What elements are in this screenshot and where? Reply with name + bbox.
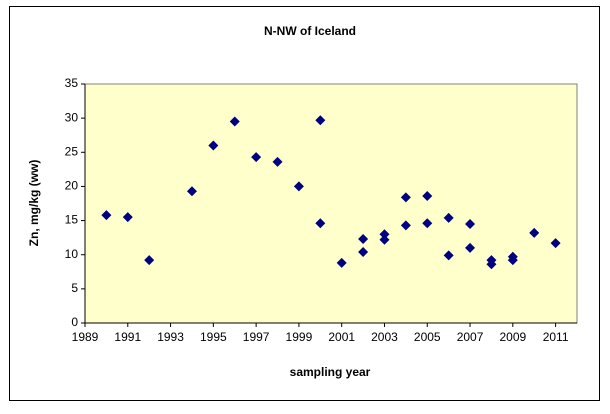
data-point	[293, 181, 304, 192]
data-point	[529, 227, 540, 238]
x-tick-label: 2005	[414, 330, 441, 344]
data-point	[507, 255, 518, 266]
y-tick-label: 0	[71, 315, 78, 329]
x-tick-label: 1997	[243, 330, 270, 344]
data-point	[229, 116, 240, 127]
data-point	[465, 218, 476, 229]
x-axis-label: sampling year	[290, 365, 371, 379]
data-point	[379, 229, 390, 240]
data-point	[550, 238, 561, 249]
data-point	[422, 190, 433, 201]
y-tick-label: 10	[65, 247, 79, 261]
x-tick-label: 1993	[157, 330, 184, 344]
data-point	[443, 250, 454, 261]
x-tick-label: 1989	[72, 330, 99, 344]
y-tick-label: 30	[65, 110, 79, 124]
x-tick-label: 1995	[200, 330, 227, 344]
data-point	[186, 186, 197, 197]
x-tick-label: 2009	[499, 330, 526, 344]
data-point	[336, 257, 347, 268]
plot-area	[84, 83, 578, 324]
data-point	[465, 242, 476, 253]
x-tick-label: 2003	[371, 330, 398, 344]
data-point	[122, 212, 133, 223]
y-tick-label: 35	[65, 76, 79, 90]
data-point	[443, 212, 454, 223]
x-tick-label: 1999	[286, 330, 313, 344]
y-tick-label: 20	[65, 179, 79, 193]
data-point	[358, 234, 369, 245]
y-tick-label: 15	[65, 213, 79, 227]
y-tick-label: 25	[65, 144, 79, 158]
data-point	[208, 140, 219, 151]
y-tick-label: 5	[71, 281, 78, 295]
data-point	[315, 218, 326, 229]
data-point	[486, 259, 497, 270]
x-tick-label: 2001	[328, 330, 355, 344]
data-point	[400, 220, 411, 231]
x-tick-label: 1991	[114, 330, 141, 344]
data-point	[101, 210, 112, 221]
data-point	[379, 234, 390, 245]
x-tick-label: 2011	[543, 330, 569, 344]
chart-title: N-NW of Iceland	[264, 24, 356, 38]
data-point	[358, 246, 369, 257]
data-point	[251, 152, 262, 163]
data-point	[144, 255, 155, 266]
y-axis-label: Zn, mg/kg (ww)	[27, 160, 41, 247]
data-point	[315, 115, 326, 126]
data-point	[272, 156, 283, 167]
data-point	[400, 192, 411, 203]
x-tick-label: 2007	[457, 330, 484, 344]
data-point	[422, 218, 433, 229]
